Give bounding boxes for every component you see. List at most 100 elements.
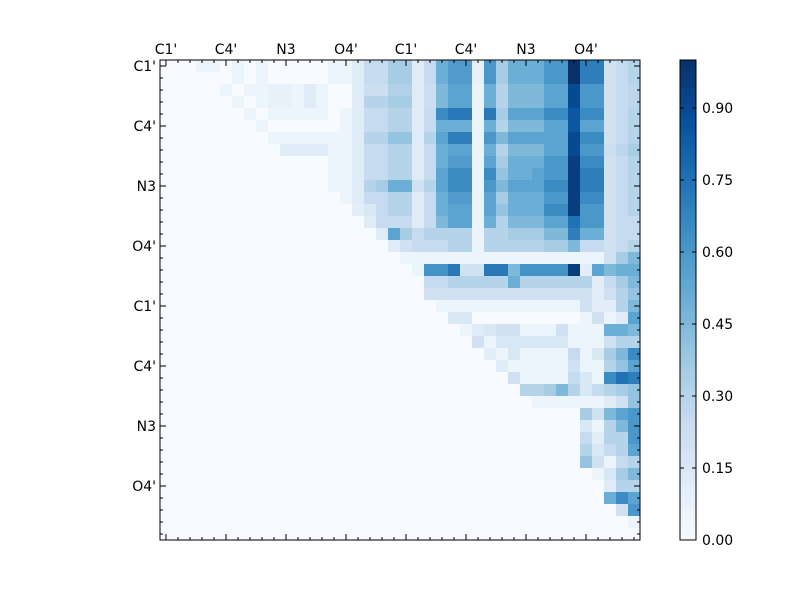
heatmap-cell (232, 336, 245, 349)
heatmap-cell (196, 72, 209, 85)
heatmap-cell (532, 180, 545, 193)
heatmap-cell (256, 456, 269, 469)
heatmap-cell (580, 120, 593, 133)
heatmap-cell (160, 84, 173, 97)
heatmap-cell (532, 420, 545, 433)
heatmap-cell (460, 204, 473, 217)
heatmap-cell (520, 240, 533, 253)
heatmap-cell (412, 312, 425, 325)
heatmap-cell (472, 480, 485, 493)
heatmap-cell (268, 192, 281, 205)
colorbar-segment (680, 320, 696, 325)
heatmap-cell (592, 384, 605, 397)
heatmap-cell (616, 60, 629, 73)
heatmap-cell (352, 492, 365, 505)
heatmap-cell (592, 204, 605, 217)
heatmap-cell (424, 336, 437, 349)
heatmap-cell (484, 432, 497, 445)
heatmap-cell (256, 432, 269, 445)
heatmap-cell (268, 312, 281, 325)
colorbar-segment (680, 272, 696, 277)
heatmap-cell (472, 444, 485, 457)
heatmap-cell (292, 216, 305, 229)
colorbar-segment (680, 184, 696, 189)
heatmap-cell (220, 324, 233, 337)
heatmap-cell (460, 504, 473, 517)
heatmap-cell (184, 216, 197, 229)
x-tick-label: O4' (334, 42, 358, 58)
heatmap-cell (256, 204, 269, 217)
heatmap-cell (592, 528, 605, 541)
heatmap-cell (448, 384, 461, 397)
heatmap-cell (208, 84, 221, 97)
heatmap-cell (472, 264, 485, 277)
heatmap-cell (172, 156, 185, 169)
colorbar-segment (680, 436, 696, 441)
heatmap-cell (172, 168, 185, 181)
heatmap-cell (208, 108, 221, 121)
heatmap-cell (364, 444, 377, 457)
heatmap-cell (556, 396, 569, 409)
heatmap-cell (472, 108, 485, 121)
heatmap-cell (496, 468, 509, 481)
colorbar-segment (680, 224, 696, 229)
heatmap-cell (616, 516, 629, 529)
colorbar-segment (680, 356, 696, 361)
heatmap-cell (496, 504, 509, 517)
heatmap-cell (448, 396, 461, 409)
heatmap-cell (268, 216, 281, 229)
heatmap-cell (184, 408, 197, 421)
heatmap-cell (292, 480, 305, 493)
heatmap-cell (232, 84, 245, 97)
heatmap-cell (256, 276, 269, 289)
heatmap-cell (628, 504, 641, 517)
heatmap-cell (592, 120, 605, 133)
heatmap-cell (556, 288, 569, 301)
heatmap-cell (520, 180, 533, 193)
heatmap-cell (352, 432, 365, 445)
heatmap-cell (160, 216, 173, 229)
colorbar-segment (680, 180, 696, 185)
heatmap-cell (436, 132, 449, 145)
heatmap-cell (496, 348, 509, 361)
heatmap-cell (316, 276, 329, 289)
heatmap-cell (244, 324, 257, 337)
heatmap-cell (292, 384, 305, 397)
heatmap-cell (520, 96, 533, 109)
heatmap-cell (172, 432, 185, 445)
heatmap-cell (328, 492, 341, 505)
heatmap-cell (388, 480, 401, 493)
heatmap-cell (604, 432, 617, 445)
heatmap-cell (220, 72, 233, 85)
heatmap-cell (604, 348, 617, 361)
heatmap-cell (244, 132, 257, 145)
heatmap-cell (628, 84, 641, 97)
heatmap-cell (328, 516, 341, 529)
heatmap-cell (304, 180, 317, 193)
heatmap-cell (424, 240, 437, 253)
heatmap-cell (604, 180, 617, 193)
heatmap-cell (364, 348, 377, 361)
heatmap-cell (436, 396, 449, 409)
heatmap-cell (400, 348, 413, 361)
heatmap-cell (496, 324, 509, 337)
heatmap-cell (208, 456, 221, 469)
heatmap-cell (616, 360, 629, 373)
colorbar-segment (680, 276, 696, 281)
heatmap-cell (172, 384, 185, 397)
heatmap-cell (352, 420, 365, 433)
heatmap-cell (244, 252, 257, 265)
heatmap-cell (208, 408, 221, 421)
heatmap-cell (304, 156, 317, 169)
heatmap-cell (244, 384, 257, 397)
heatmap-cell (520, 168, 533, 181)
heatmap-cell (556, 324, 569, 337)
heatmap-cell (340, 360, 353, 373)
heatmap-cell (496, 216, 509, 229)
heatmap-cell (304, 204, 317, 217)
heatmap-cell (460, 432, 473, 445)
heatmap-cell (448, 156, 461, 169)
colorbar-segment (680, 336, 696, 341)
heatmap-cell (232, 216, 245, 229)
heatmap-cell (184, 180, 197, 193)
